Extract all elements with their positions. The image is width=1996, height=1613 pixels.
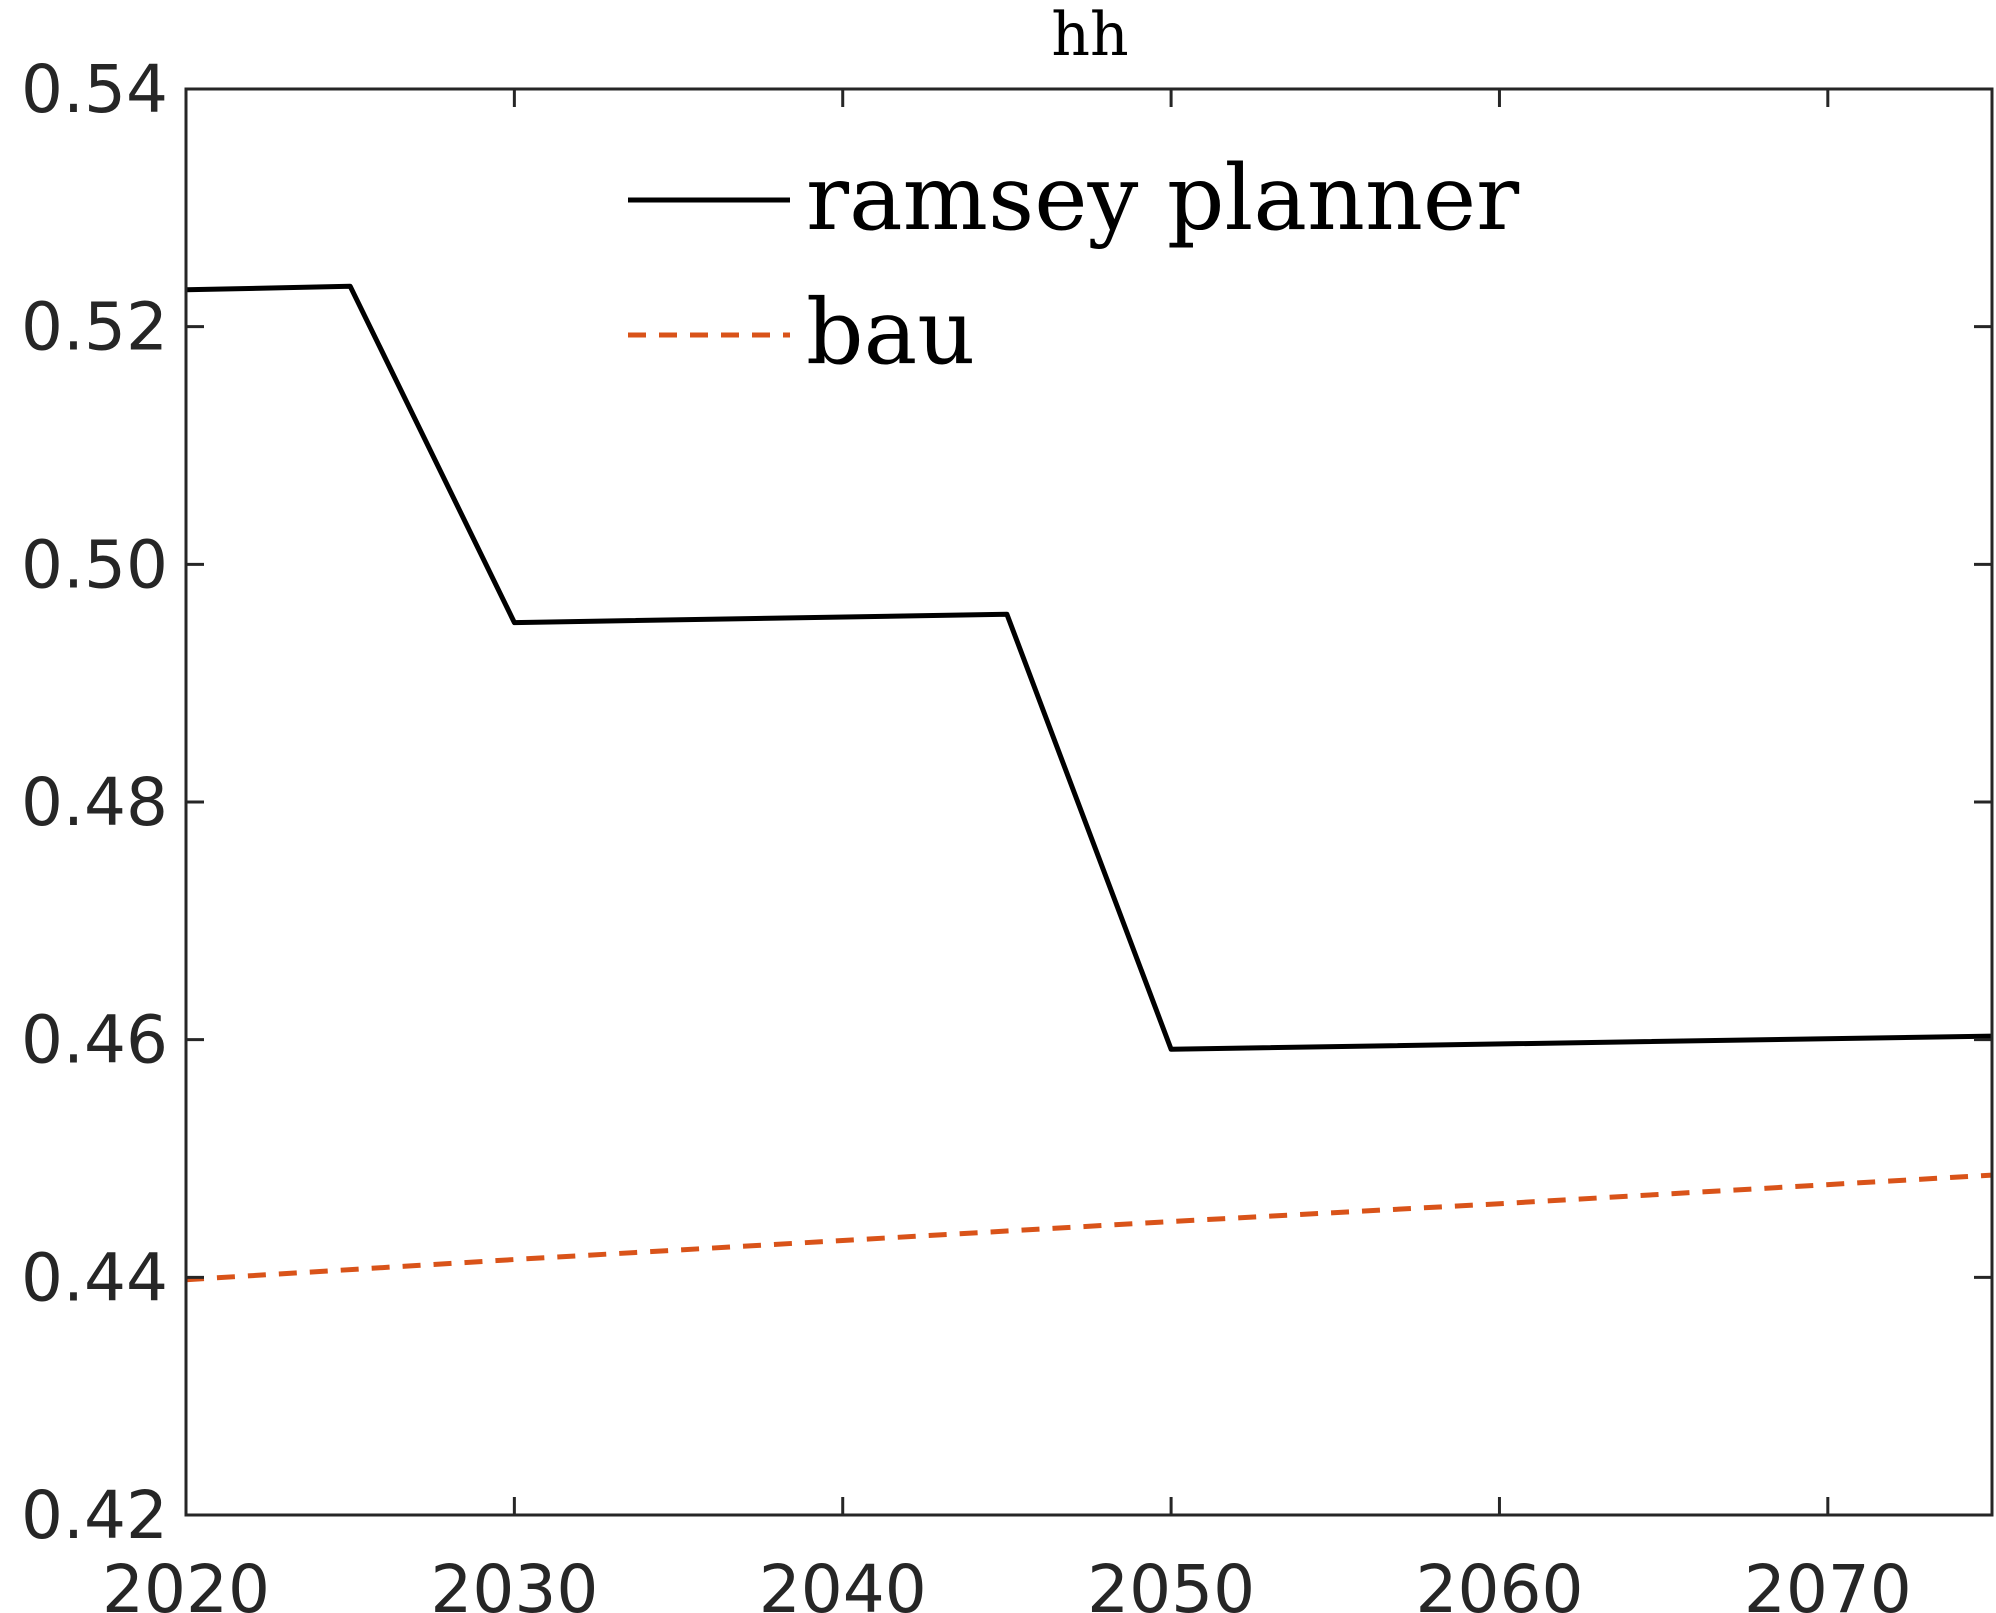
legend: ramsey planner bau: [628, 146, 1520, 385]
x-tick-label: 2060: [1415, 1551, 1583, 1613]
series-line-ramsey-planner: [185, 283, 1993, 1052]
y-tick-label: 0.50: [21, 526, 168, 603]
x-tick-label: 2070: [1744, 1551, 1912, 1613]
x-tick-label: 2040: [759, 1551, 927, 1613]
x-tick-label: 2030: [430, 1551, 598, 1613]
y-tick-label: 0.48: [21, 764, 168, 841]
series-layer: [185, 283, 1993, 1283]
x-tick-label: 2020: [102, 1551, 270, 1613]
axis-ticks: 2020 2030 2040 2050 2060 2070 0.42 0.44 0.46 0.48…: [21, 51, 1992, 1613]
y-tick-label: 0.46: [21, 1002, 168, 1079]
y-tick-label: 0.44: [21, 1239, 168, 1316]
series-line-bau: [185, 1172, 1993, 1283]
y-tick-label: 0.54: [21, 51, 168, 128]
y-tick-label: 0.52: [21, 289, 168, 366]
chart-title: hh: [1051, 0, 1128, 70]
x-tick-label: 2050: [1087, 1551, 1255, 1613]
legend-label-ramsey-planner: ramsey planner: [806, 146, 1520, 251]
y-tick-label: 0.42: [21, 1477, 168, 1554]
legend-label-bau: bau: [806, 280, 975, 385]
